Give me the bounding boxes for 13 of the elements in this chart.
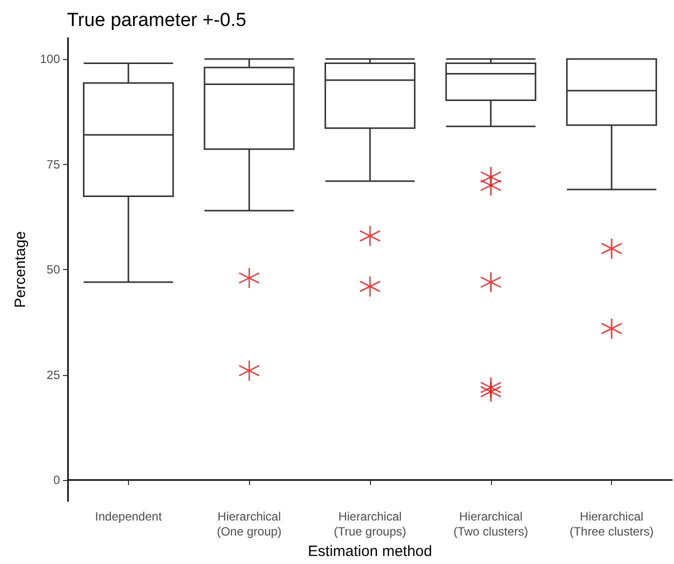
x-tick-label: Hierarchical (True groups) xyxy=(334,510,406,539)
y-tick-label: 0 xyxy=(53,473,60,488)
y-tick-label: 50 xyxy=(46,262,60,277)
y-tick-label: 25 xyxy=(46,368,60,382)
x-tick-label: Hierarchical (One group) xyxy=(216,510,282,539)
y-axis-title: Percentage xyxy=(12,231,29,308)
chart-title: True parameter +-0.5 xyxy=(67,10,246,31)
x-tick-label: Hierarchical (Two clusters) xyxy=(453,510,528,539)
y-tick-label: 75 xyxy=(46,157,60,172)
x-axis-title: Estimation method xyxy=(308,543,432,560)
x-tick-label: Independent xyxy=(95,510,162,524)
y-tick-label: 100 xyxy=(40,52,60,66)
x-tick-label: Hierarchical (Three clusters) xyxy=(570,510,654,539)
